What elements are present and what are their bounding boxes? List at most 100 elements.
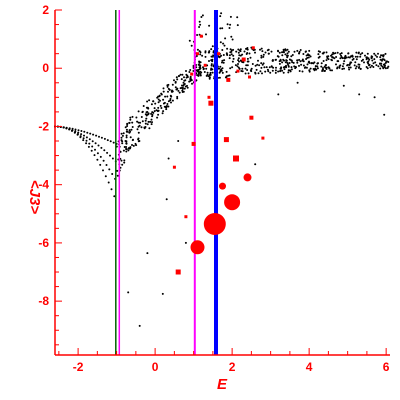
data-point: [277, 93, 280, 96]
data-point: [373, 58, 376, 61]
data-point: [232, 57, 235, 60]
data-point: [120, 159, 123, 162]
data-point: [183, 87, 186, 90]
data-point: [267, 70, 270, 73]
highlight-point: [226, 77, 231, 82]
data-point: [266, 68, 269, 71]
data-point: [246, 57, 249, 60]
data-point: [293, 50, 296, 53]
data-point: [386, 67, 389, 69]
data-point: [105, 164, 108, 166]
data-point: [243, 50, 246, 53]
data-point: [85, 139, 88, 142]
data-point: [223, 44, 226, 47]
data-point: [308, 69, 311, 72]
data-point: [330, 54, 332, 57]
data-point: [238, 60, 240, 63]
data-point: [176, 95, 179, 98]
data-point: [279, 69, 282, 72]
data-point: [278, 62, 281, 65]
data-point: [246, 60, 249, 63]
data-point: [200, 71, 203, 74]
highlight-point: [243, 173, 252, 182]
data-point: [146, 100, 149, 103]
data-point: [135, 116, 138, 119]
data-point: [153, 107, 156, 110]
data-point: [176, 78, 179, 81]
data-point: [306, 56, 309, 59]
data-point: [141, 120, 144, 123]
highlight-point: [172, 165, 176, 169]
data-point: [218, 56, 221, 59]
data-point: [211, 71, 214, 74]
data-point: [180, 78, 183, 81]
data-point: [348, 56, 351, 59]
data-point: [120, 132, 123, 135]
data-point: [231, 38, 234, 41]
data-point: [206, 71, 209, 74]
data-point: [296, 59, 299, 62]
data-point: [182, 81, 185, 84]
data-point: [336, 51, 339, 54]
data-point: [160, 93, 163, 96]
data-point: [208, 24, 211, 27]
data-point: [257, 59, 259, 62]
y-axis-label: <J3>: [26, 180, 43, 214]
data-point: [347, 52, 350, 55]
highlight-point: [199, 34, 203, 38]
data-point: [121, 163, 124, 166]
data-point: [124, 126, 127, 129]
data-point: [379, 56, 382, 59]
data-point: [361, 52, 364, 55]
data-point: [125, 150, 128, 153]
data-point: [318, 55, 321, 58]
data-point: [121, 134, 124, 137]
data-point: [123, 146, 126, 148]
data-point: [325, 51, 328, 54]
data-point: [344, 54, 347, 57]
data-point: [210, 63, 213, 66]
data-point: [290, 59, 293, 62]
data-point: [327, 58, 330, 61]
data-point: [157, 101, 160, 104]
data-point: [108, 168, 111, 171]
data-point: [219, 41, 222, 44]
data-point: [197, 63, 200, 66]
data-point: [166, 84, 169, 87]
data-point: [100, 136, 103, 139]
data-point: [287, 69, 290, 72]
data-point: [181, 89, 184, 92]
data-point: [150, 112, 153, 115]
data-point: [343, 57, 346, 59]
data-point: [167, 105, 170, 108]
data-point: [228, 57, 231, 60]
data-point: [188, 80, 191, 83]
data-point: [94, 148, 96, 151]
data-point: [183, 83, 185, 86]
data-point: [251, 63, 254, 65]
data-point: [226, 54, 229, 56]
data-point: [109, 154, 111, 157]
data-point: [134, 142, 137, 145]
data-point: [343, 60, 346, 63]
data-point: [197, 74, 200, 77]
data-point: [166, 85, 169, 88]
data-point: [274, 69, 277, 72]
data-point: [107, 181, 110, 184]
data-point: [125, 142, 128, 145]
data-point: [334, 52, 337, 55]
data-point: [299, 60, 302, 63]
data-point: [88, 138, 91, 141]
data-point: [162, 102, 165, 105]
data-point: [89, 132, 92, 135]
data-point: [140, 126, 143, 129]
data-point: [199, 73, 202, 75]
data-point: [380, 64, 383, 67]
data-point: [109, 140, 112, 143]
data-point: [130, 128, 133, 131]
data-point: [96, 158, 99, 161]
data-point: [138, 324, 141, 327]
data-point: [272, 66, 275, 69]
data-point: [262, 55, 265, 58]
data-point: [340, 54, 342, 57]
